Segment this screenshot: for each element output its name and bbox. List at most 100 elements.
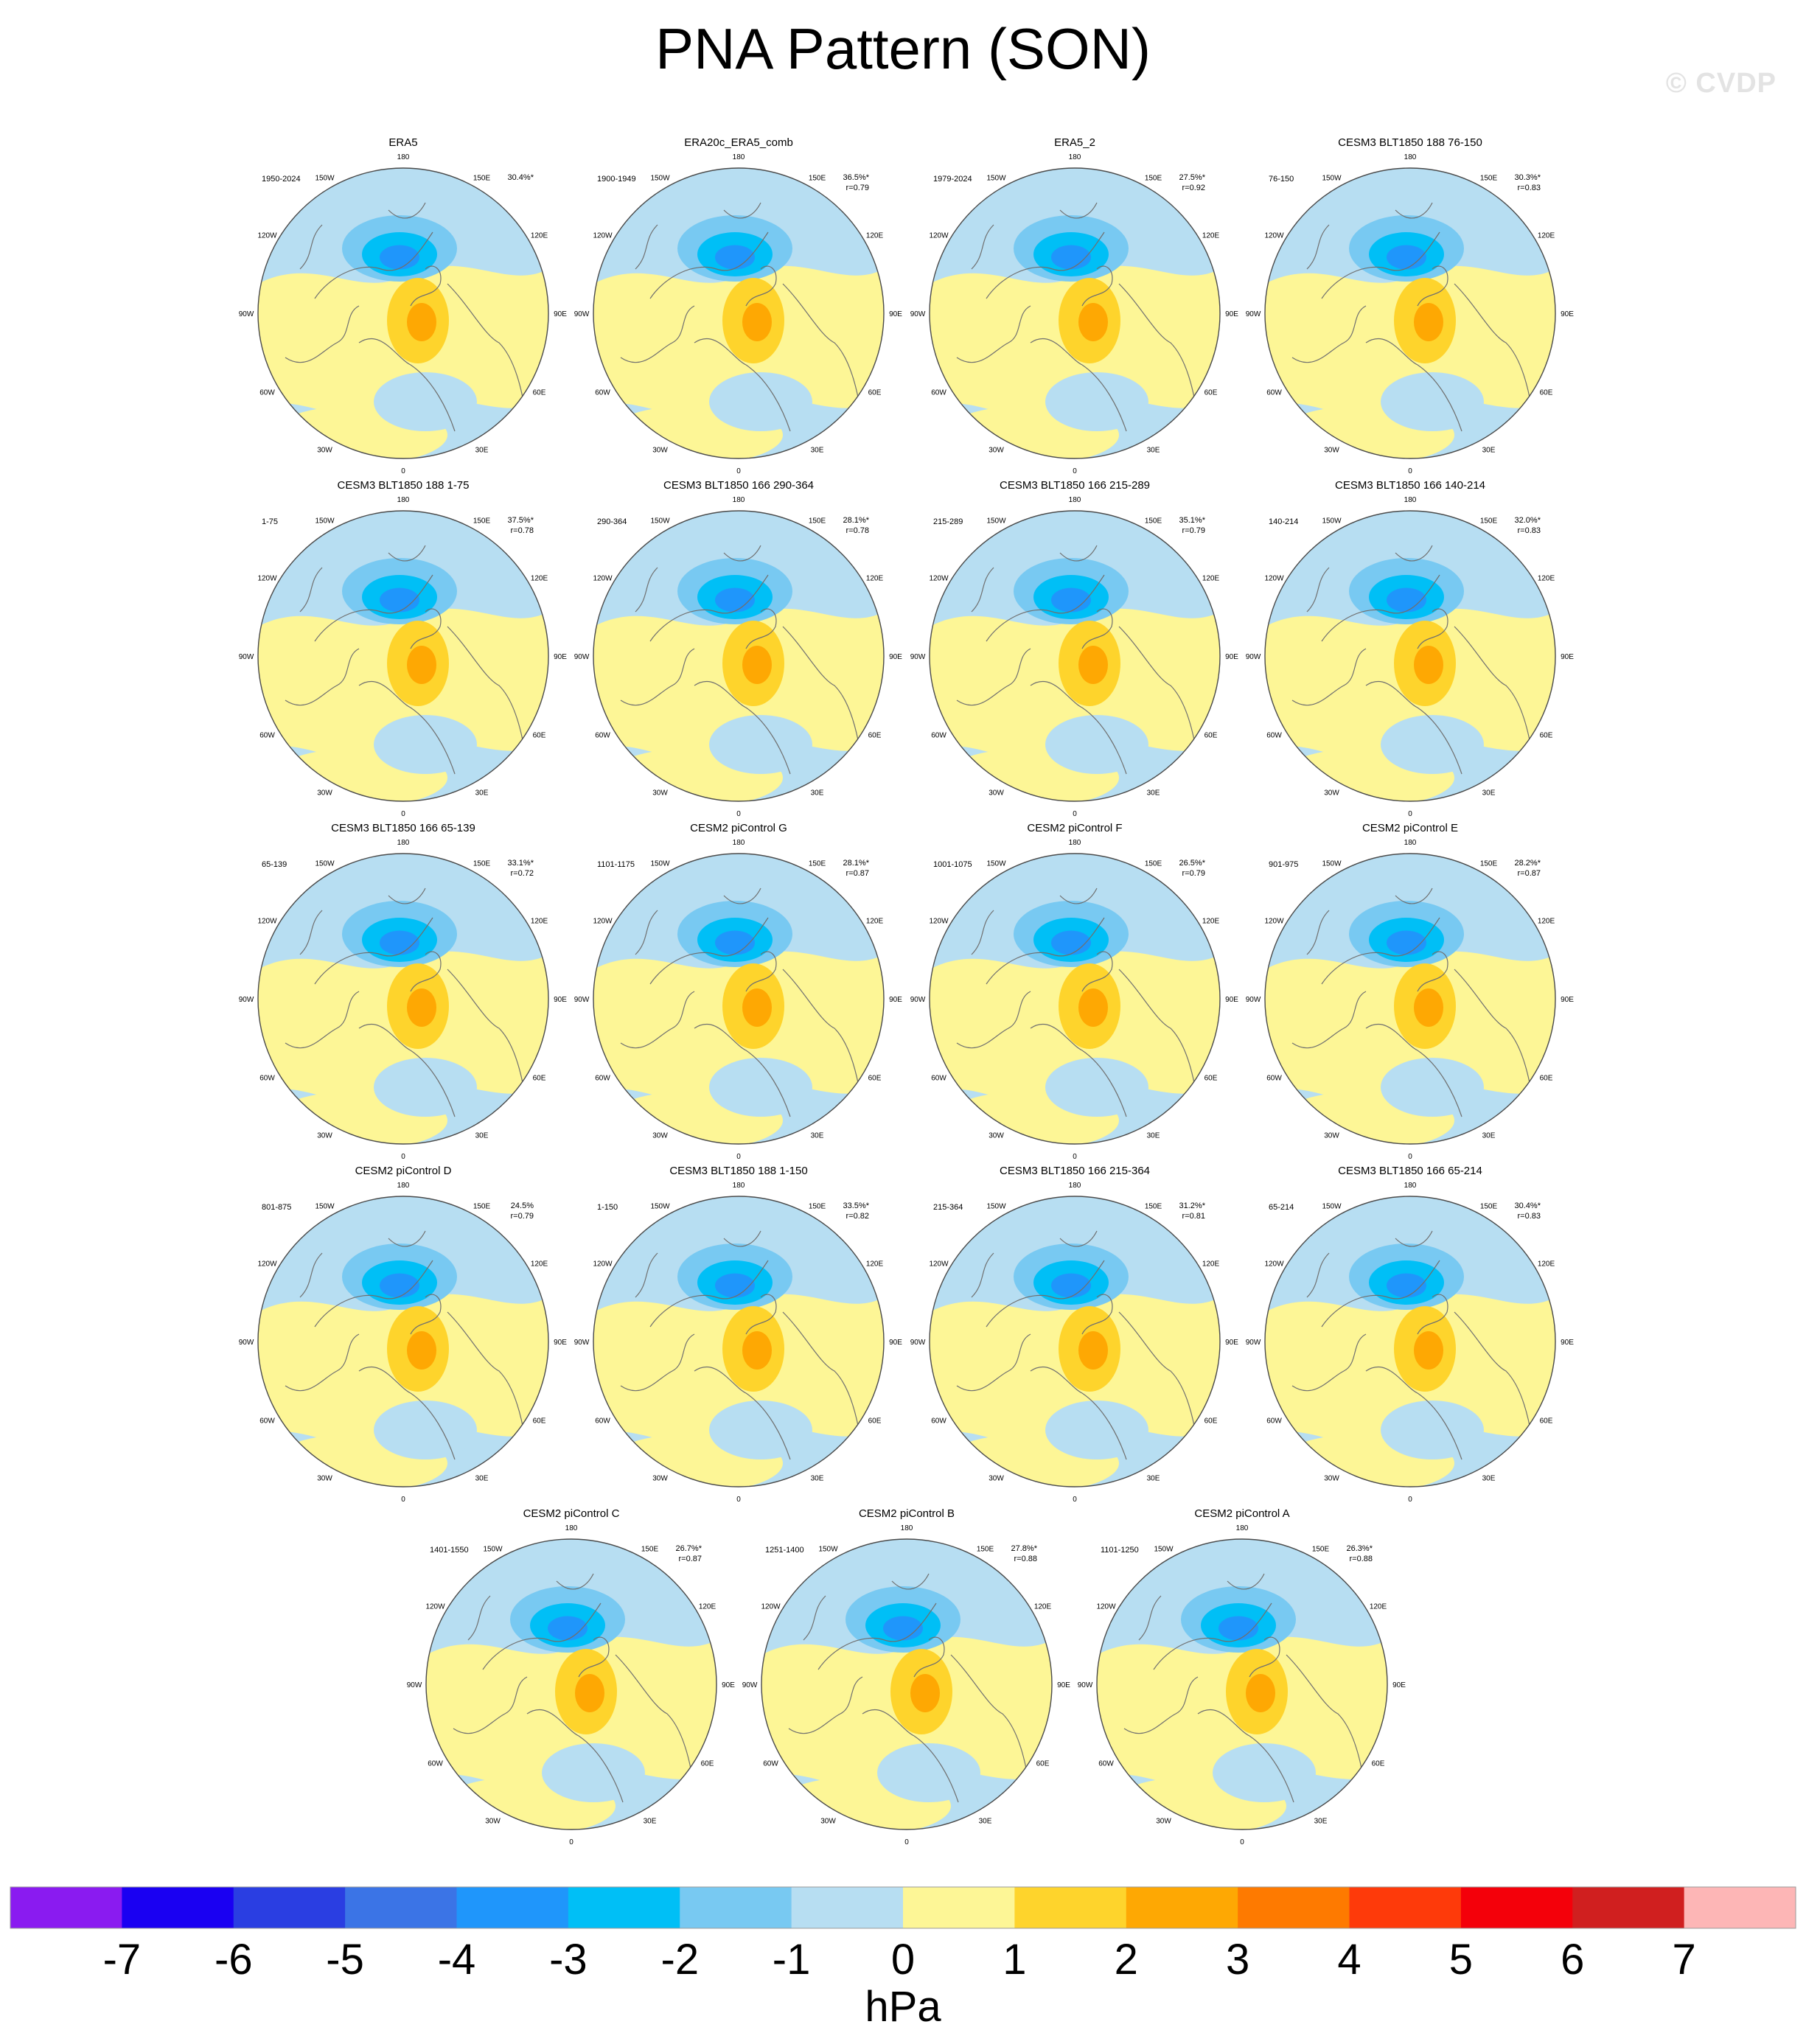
longitude-label: 90W — [1246, 653, 1261, 661]
colorbar-frame — [10, 1886, 1796, 1929]
panel-years: 65-139 — [262, 860, 287, 869]
longitude-label: 60E — [533, 732, 546, 740]
colorbar-tick-label: -4 — [438, 1936, 476, 1984]
colorbar-tick-label: 1 — [1003, 1936, 1026, 1984]
longitude-label: 60E — [533, 1075, 546, 1083]
map-rim — [761, 1538, 1053, 1830]
colorbar-swatch — [1014, 1887, 1127, 1928]
longitude-label: 60E — [701, 1760, 714, 1768]
longitude-label: 60W — [595, 732, 610, 740]
longitude-label: 120W — [1264, 232, 1284, 240]
panel-variance-pct: 26.7%* — [676, 1544, 702, 1553]
longitude-label: 30W — [1324, 789, 1339, 798]
map-panel: 180 150E 120E 90E 60E 30E 0 30W 60W 90W 120W 150W CE… — [239, 479, 568, 818]
longitude-label: 150W — [650, 860, 670, 868]
longitude-label: 120E — [1538, 232, 1555, 240]
longitude-label: 120W — [257, 575, 277, 583]
longitude-label: 180 — [565, 1524, 578, 1532]
coastline — [620, 991, 695, 1049]
longitude-label: 150E — [1480, 517, 1498, 526]
longitude-label: 120W — [1096, 1603, 1116, 1611]
pacific-low-centre — [883, 1616, 923, 1641]
longitude-label: 90E — [1392, 1681, 1406, 1689]
pacific-low-centre — [380, 930, 419, 955]
positive-centre — [407, 1331, 436, 1370]
panel-title: CESM3 BLT1850 166 215-289 — [1000, 479, 1150, 492]
longitude-label: 150E — [809, 175, 826, 183]
panel-correlation: r=0.83 — [1518, 1212, 1541, 1221]
coastline — [410, 1294, 442, 1335]
longitude-label: 30W — [317, 447, 332, 455]
panel-title: CESM2 piControl C — [523, 1507, 620, 1520]
longitude-label: 150E — [1480, 175, 1498, 183]
panel-correlation: r=0.79 — [846, 184, 870, 192]
longitude-label: 90E — [1225, 310, 1238, 318]
longitude-label: 150W — [1322, 175, 1342, 183]
coastline — [388, 1230, 426, 1247]
longitude-label: 120E — [699, 1603, 717, 1611]
colorbar-tick-label: 6 — [1561, 1936, 1584, 1984]
coastline — [986, 917, 1105, 985]
coastline — [782, 283, 861, 410]
map-rim — [593, 853, 885, 1145]
panel-variance-pct: 30.4%* — [508, 173, 534, 182]
longitude-label: 150W — [315, 517, 335, 526]
positive-centre — [910, 1674, 940, 1712]
coastline — [1118, 283, 1197, 410]
field-atlantic-lobe — [709, 715, 812, 774]
colorbar-tick-label: 3 — [1226, 1936, 1249, 1984]
longitude-label: 30W — [317, 1132, 332, 1140]
coastline — [1153, 1602, 1272, 1670]
positive-centre — [575, 1674, 604, 1712]
coastline — [956, 648, 1031, 706]
coastline — [1365, 338, 1462, 432]
coastline — [1454, 1311, 1533, 1438]
coastline — [1417, 1294, 1448, 1335]
longitude-label: 120W — [1264, 918, 1284, 926]
map-panel: 180 150E 120E 90E 60E 30E 0 30W 60W 90W 120W 150W CE… — [574, 1165, 903, 1504]
coastline — [862, 1709, 959, 1803]
coastline — [1286, 1654, 1364, 1781]
panel-years: 65-214 — [1269, 1203, 1294, 1212]
longitude-label: 120E — [531, 918, 548, 926]
longitude-label: 60W — [1098, 1760, 1114, 1768]
longitude-label: 120W — [593, 575, 613, 583]
coastline — [723, 1230, 761, 1247]
panel-title: CESM3 BLT1850 166 215-364 — [1000, 1165, 1150, 1177]
pacific-low-centre — [715, 245, 755, 270]
positive-centre — [407, 303, 436, 341]
longitude-label: 30W — [317, 1475, 332, 1483]
coastline — [694, 1023, 791, 1117]
longitude-label: 30W — [1324, 1132, 1339, 1140]
colorbar-tick-label: 7 — [1672, 1936, 1695, 1984]
longitude-label: 120W — [761, 1603, 781, 1611]
longitude-label: 30E — [1147, 447, 1160, 455]
longitude-label: 60W — [931, 389, 946, 397]
panel-years: 215-364 — [933, 1203, 963, 1212]
longitude-label: 30E — [475, 789, 489, 798]
longitude-label: 0 — [1408, 810, 1412, 818]
longitude-label: 30W — [820, 1818, 836, 1826]
coastline — [1118, 626, 1197, 753]
coastline — [1306, 1252, 1330, 1298]
coastline — [635, 1252, 658, 1298]
longitude-label: 120W — [257, 232, 277, 240]
map-panel: 180 150E 120E 90E 60E 30E 0 30W 60W 90W 120W 150W CE… — [1246, 479, 1575, 818]
panel-title: CESM3 BLT1850 166 140-214 — [1335, 479, 1485, 492]
longitude-label: 90E — [1225, 1339, 1238, 1347]
longitude-label: 0 — [1073, 810, 1077, 818]
pacific-low-centre — [1387, 930, 1426, 955]
panel-variance-pct: 33.5%* — [843, 1201, 870, 1210]
panel-variance-pct: 35.1%* — [1179, 516, 1206, 525]
coastline — [986, 231, 1105, 299]
longitude-label: 30E — [1147, 1132, 1160, 1140]
coastline — [782, 1311, 861, 1438]
coastline — [1081, 951, 1113, 992]
panel-title: CESM3 BLT1850 166 65-214 — [1338, 1165, 1482, 1177]
longitude-label: 60E — [1036, 1760, 1050, 1768]
panel-years: 215-289 — [933, 517, 963, 526]
longitude-label: 120W — [929, 232, 949, 240]
positive-centre — [1078, 1331, 1108, 1370]
coastline — [467, 1595, 491, 1641]
coastline — [971, 910, 994, 955]
